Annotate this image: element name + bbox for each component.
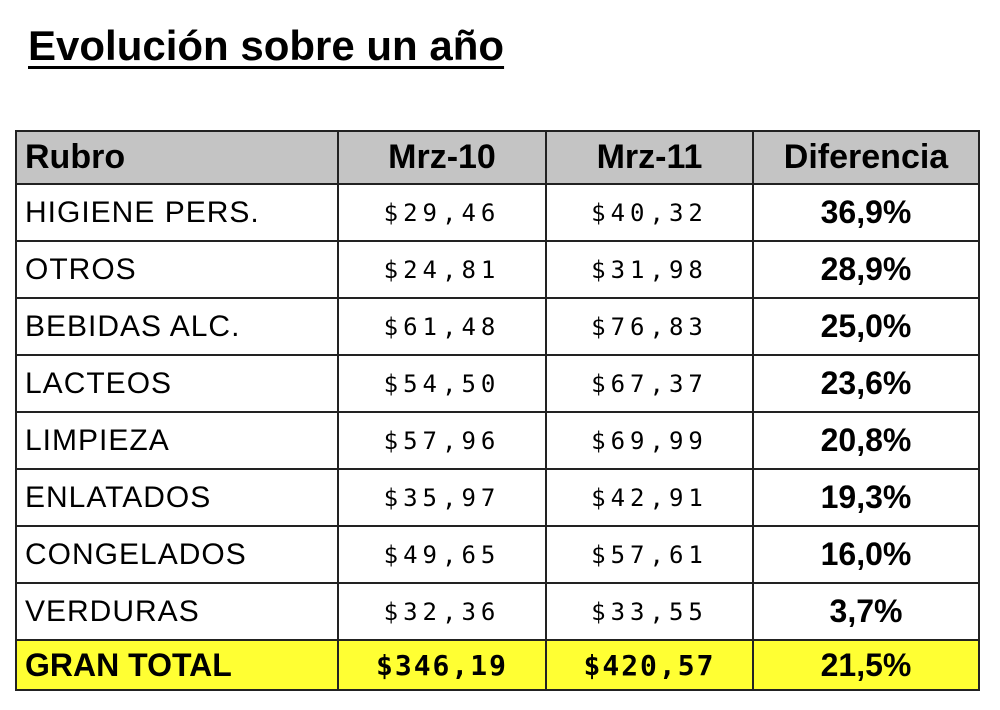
cell: $57,61 [545, 525, 754, 584]
cell: $69,99 [545, 411, 754, 470]
table-row: LACTEOS $54,50 $67,37 23,6% [15, 354, 980, 413]
cell: 25,0% [752, 297, 980, 356]
table-row: VERDURAS $32,36 $33,55 3,7% [15, 582, 980, 641]
cell: $61,48 [337, 297, 547, 356]
cell: $40,32 [545, 183, 754, 242]
table-row: BEBIDAS ALC. $61,48 $76,83 25,0% [15, 297, 980, 356]
cell: CONGELADOS [15, 525, 339, 584]
cell: LACTEOS [15, 354, 339, 413]
data-table: Rubro Mrz-10 Mrz-11 Diferencia HIGIENE PERS.… [15, 130, 980, 691]
table-body: Rubro Mrz-10 Mrz-11 Diferencia HIGIENE PERS.… [15, 130, 980, 691]
total-row: GRAN TOTAL $346,19 $420,57 21,5% [15, 639, 980, 691]
cell: 21,5% [752, 639, 980, 691]
cell: $67,37 [545, 354, 754, 413]
cell: BEBIDAS ALC. [15, 297, 339, 356]
cell: $420,57 [545, 639, 754, 691]
cell: 36,9% [752, 183, 980, 242]
cell: OTROS [15, 240, 339, 299]
table-row: OTROS $24,81 $31,98 28,9% [15, 240, 980, 299]
title: Evolución sobre un año [28, 22, 505, 69]
cell: $24,81 [337, 240, 547, 299]
cell: 20,8% [752, 411, 980, 470]
cell: $31,98 [545, 240, 754, 299]
cell: $54,50 [337, 354, 547, 413]
cell: 23,6% [752, 354, 980, 413]
cell: LIMPIEZA [15, 411, 339, 470]
cell: 19,3% [752, 468, 980, 527]
table-row: LIMPIEZA $57,96 $69,99 20,8% [15, 411, 980, 470]
header-cell: Diferencia [752, 130, 980, 185]
cell: HIGIENE PERS. [15, 183, 339, 242]
cell: $32,36 [337, 582, 547, 641]
cell: ENLATADOS [15, 468, 339, 527]
header-cell: Mrz-10 [337, 130, 547, 185]
cell: $346,19 [337, 639, 547, 691]
cell: $76,83 [545, 297, 754, 356]
header-cell: Mrz-11 [545, 130, 754, 185]
cell: 16,0% [752, 525, 980, 584]
table-row: CONGELADOS $49,65 $57,61 16,0% [15, 525, 980, 584]
cell: $49,65 [337, 525, 547, 584]
cell: GRAN TOTAL [15, 639, 339, 691]
cell: 3,7% [752, 582, 980, 641]
cell: VERDURAS [15, 582, 339, 641]
cell: $42,91 [545, 468, 754, 527]
header-cell: Rubro [15, 130, 339, 185]
cell: $29,46 [337, 183, 547, 242]
cell: $35,97 [337, 468, 547, 527]
table-row: HIGIENE PERS. $29,46 $40,32 36,9% [15, 183, 980, 242]
header-row: Rubro Mrz-10 Mrz-11 Diferencia [15, 130, 980, 185]
table-row: ENLATADOS $35,97 $42,91 19,3% [15, 468, 980, 527]
cell: $33,55 [545, 582, 754, 641]
cell: $57,96 [337, 411, 547, 470]
cell: 28,9% [752, 240, 980, 299]
